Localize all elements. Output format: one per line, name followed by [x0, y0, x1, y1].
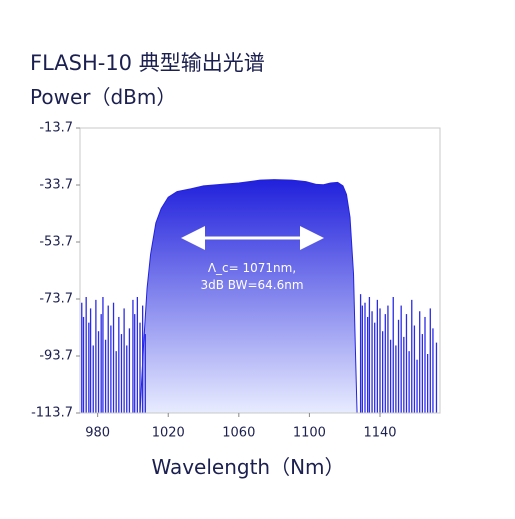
y-tick-label: -53.7 [39, 235, 73, 250]
spectrum-area [139, 179, 358, 414]
annotation: 3dB BW=64.6nm [200, 278, 303, 292]
x-tick-label: 1140 [363, 426, 396, 441]
y-axis-label: Power（dBm） [30, 85, 176, 109]
y-tick-label: -113.7 [31, 406, 73, 421]
y-tick-label: -73.7 [39, 292, 73, 307]
x-tick-label: 1100 [293, 426, 326, 441]
plot-area: -113.7 -93.7 -73.7 -53.7 -33.7 -13.7 980 1020 10… [31, 121, 441, 441]
y-tick-label: -13.7 [39, 121, 73, 136]
plot-frame [79, 127, 441, 414]
x-tick-label: 980 [85, 426, 110, 441]
chart-title: FLASH-10 典型输出光谱 [30, 51, 265, 75]
x-tick-label: 1060 [222, 426, 255, 441]
y-tick-label: -93.7 [39, 349, 73, 364]
annotation: Λ_c= 1071nm, [208, 261, 296, 275]
x-axis-label: Wavelength（Nm） [151, 455, 344, 479]
y-tick-label: -33.7 [39, 178, 73, 193]
x-tick-label: 1020 [152, 426, 185, 441]
